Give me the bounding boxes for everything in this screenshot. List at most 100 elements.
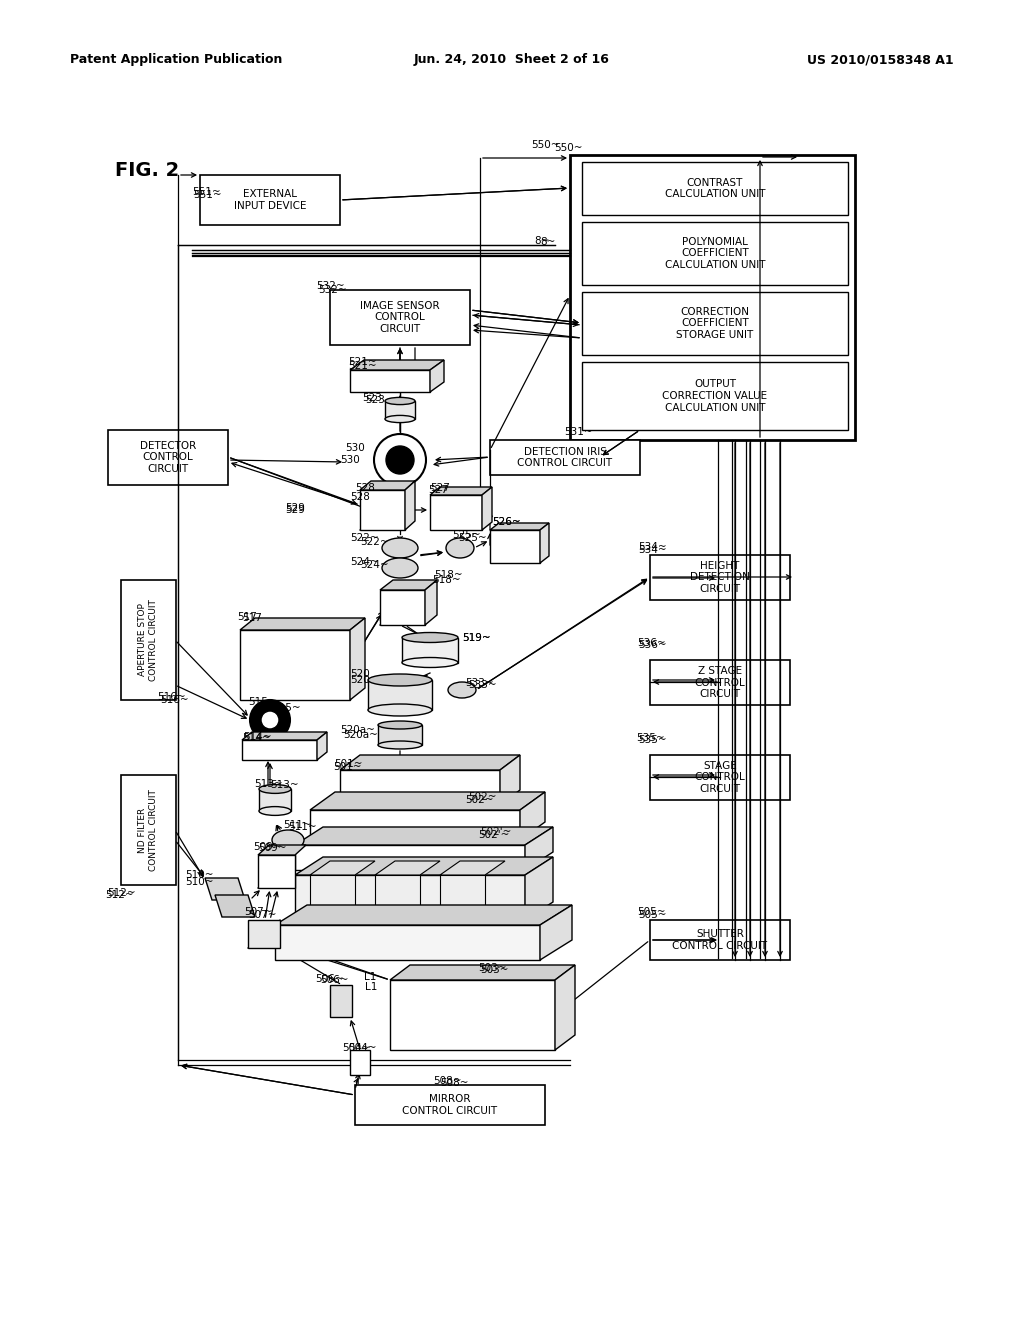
- Bar: [650, 920, 790, 960]
- Text: 530: 530: [340, 455, 359, 465]
- Text: 524~: 524~: [360, 560, 389, 570]
- Text: 509~: 509~: [258, 843, 287, 853]
- Bar: [582, 292, 848, 355]
- Text: 506~: 506~: [319, 975, 348, 985]
- Ellipse shape: [368, 675, 432, 686]
- Text: 502'~: 502'~: [478, 830, 509, 840]
- Polygon shape: [295, 875, 525, 920]
- Text: 534~: 534~: [638, 545, 667, 554]
- Text: 513~: 513~: [270, 780, 299, 789]
- Polygon shape: [295, 845, 525, 870]
- Text: 516~: 516~: [157, 692, 185, 702]
- Text: 508~: 508~: [440, 1078, 469, 1088]
- Text: 524~: 524~: [350, 557, 379, 568]
- Bar: [121, 579, 175, 700]
- Text: Patent Application Publication: Patent Application Publication: [70, 54, 283, 66]
- Bar: [650, 554, 790, 601]
- Ellipse shape: [368, 704, 432, 715]
- Text: L1: L1: [364, 972, 377, 982]
- Text: 536~: 536~: [638, 640, 667, 649]
- Polygon shape: [340, 755, 520, 770]
- Text: MIRROR
CONTROL CIRCUIT: MIRROR CONTROL CIRCUIT: [402, 1094, 498, 1115]
- Text: 512~: 512~: [106, 888, 135, 898]
- Text: 525~: 525~: [458, 533, 486, 543]
- Text: 521~: 521~: [348, 360, 377, 371]
- Circle shape: [386, 446, 414, 474]
- Ellipse shape: [382, 539, 418, 558]
- Bar: [490, 440, 640, 475]
- Circle shape: [261, 711, 279, 729]
- Polygon shape: [440, 861, 505, 875]
- Text: 521~: 521~: [348, 356, 377, 367]
- Text: 520: 520: [350, 669, 370, 678]
- Text: 515~: 515~: [248, 697, 276, 708]
- Polygon shape: [482, 487, 492, 531]
- Ellipse shape: [446, 539, 474, 558]
- Text: 509~: 509~: [253, 842, 282, 851]
- Text: 515~: 515~: [272, 704, 301, 713]
- Bar: [650, 755, 790, 800]
- Text: 529: 529: [285, 503, 305, 513]
- Text: 513~: 513~: [254, 779, 283, 789]
- Polygon shape: [242, 741, 317, 760]
- Text: 530: 530: [345, 444, 365, 453]
- Polygon shape: [215, 895, 255, 917]
- Bar: [378, 725, 422, 744]
- Text: CORRECTION
COEFFICIENT
STORAGE UNIT: CORRECTION COEFFICIENT STORAGE UNIT: [677, 306, 754, 341]
- Bar: [350, 1049, 370, 1074]
- Ellipse shape: [385, 397, 415, 405]
- Text: 511~: 511~: [288, 822, 316, 832]
- Text: DETECTOR
CONTROL
CIRCUIT: DETECTOR CONTROL CIRCUIT: [140, 441, 197, 474]
- Text: 503~: 503~: [478, 964, 507, 973]
- Text: 523: 523: [365, 395, 385, 405]
- Bar: [582, 362, 848, 430]
- Polygon shape: [525, 828, 553, 870]
- Ellipse shape: [385, 416, 415, 422]
- Text: 550~: 550~: [531, 140, 560, 150]
- Text: STAGE
CONTROL
CIRCUIT: STAGE CONTROL CIRCUIT: [694, 760, 745, 795]
- Bar: [121, 775, 175, 884]
- Text: 528: 528: [355, 483, 375, 492]
- Text: 519~: 519~: [462, 634, 490, 643]
- Text: 519~: 519~: [462, 634, 490, 643]
- Polygon shape: [430, 495, 482, 531]
- Polygon shape: [295, 857, 553, 875]
- Ellipse shape: [259, 784, 291, 793]
- Text: 550~: 550~: [554, 143, 583, 153]
- Text: HEIGHT
DETECTION
CIRCUIT: HEIGHT DETECTION CIRCUIT: [690, 561, 750, 594]
- Text: 520a~: 520a~: [340, 725, 375, 735]
- Bar: [368, 680, 432, 710]
- Polygon shape: [380, 579, 437, 590]
- Polygon shape: [390, 965, 575, 979]
- Bar: [582, 162, 848, 215]
- Text: US 2010/0158348 A1: US 2010/0158348 A1: [807, 54, 954, 66]
- Polygon shape: [258, 855, 295, 888]
- Text: 511~: 511~: [283, 820, 311, 830]
- Bar: [108, 430, 228, 484]
- Text: 514~: 514~: [242, 733, 270, 743]
- Polygon shape: [295, 828, 553, 845]
- Bar: [385, 401, 415, 418]
- Bar: [570, 154, 855, 440]
- Text: 533~: 533~: [468, 680, 497, 690]
- Text: 502~: 502~: [468, 792, 497, 803]
- Text: 8~: 8~: [534, 236, 549, 246]
- Ellipse shape: [449, 682, 476, 698]
- Ellipse shape: [259, 807, 291, 816]
- Polygon shape: [248, 920, 280, 948]
- Text: 503~: 503~: [480, 965, 509, 975]
- Polygon shape: [390, 979, 555, 1049]
- Polygon shape: [242, 733, 327, 741]
- Circle shape: [374, 434, 426, 486]
- Text: 518~: 518~: [434, 570, 463, 579]
- Text: Z STAGE
CONTROL
CIRCUIT: Z STAGE CONTROL CIRCUIT: [694, 665, 745, 700]
- Ellipse shape: [378, 741, 422, 748]
- Text: 507~: 507~: [244, 907, 272, 917]
- Text: 526~: 526~: [492, 517, 520, 527]
- Polygon shape: [380, 590, 425, 624]
- Text: 520: 520: [350, 675, 370, 685]
- Bar: [310, 875, 355, 915]
- Text: ND FILTER
CONTROL CIRCUIT: ND FILTER CONTROL CIRCUIT: [138, 789, 158, 871]
- Polygon shape: [310, 810, 520, 840]
- Text: 551~: 551~: [193, 190, 221, 201]
